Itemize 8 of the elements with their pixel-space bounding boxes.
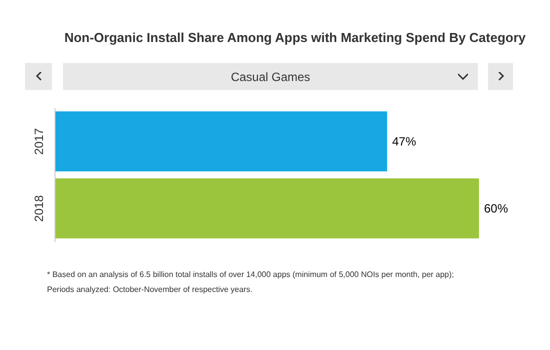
chart-title: Non-Organic Install Share Among Apps with Marketing Spend By Category [63, 30, 527, 45]
data-label: 47% [392, 134, 416, 149]
text: * Based on an analysis of 6.5 billion total installs of over 14,000 apps (minimum of 5,000 NOIs per month, per app); [47, 269, 454, 281]
text: Periods analyzed: October-November of respective years. [47, 284, 254, 296]
y-tick-label: 2018 [32, 194, 46, 222]
data-label: 60% [484, 202, 508, 216]
chart-subtitle: Casual Games [230, 70, 310, 84]
y-tick-label: 2017 [32, 128, 46, 155]
